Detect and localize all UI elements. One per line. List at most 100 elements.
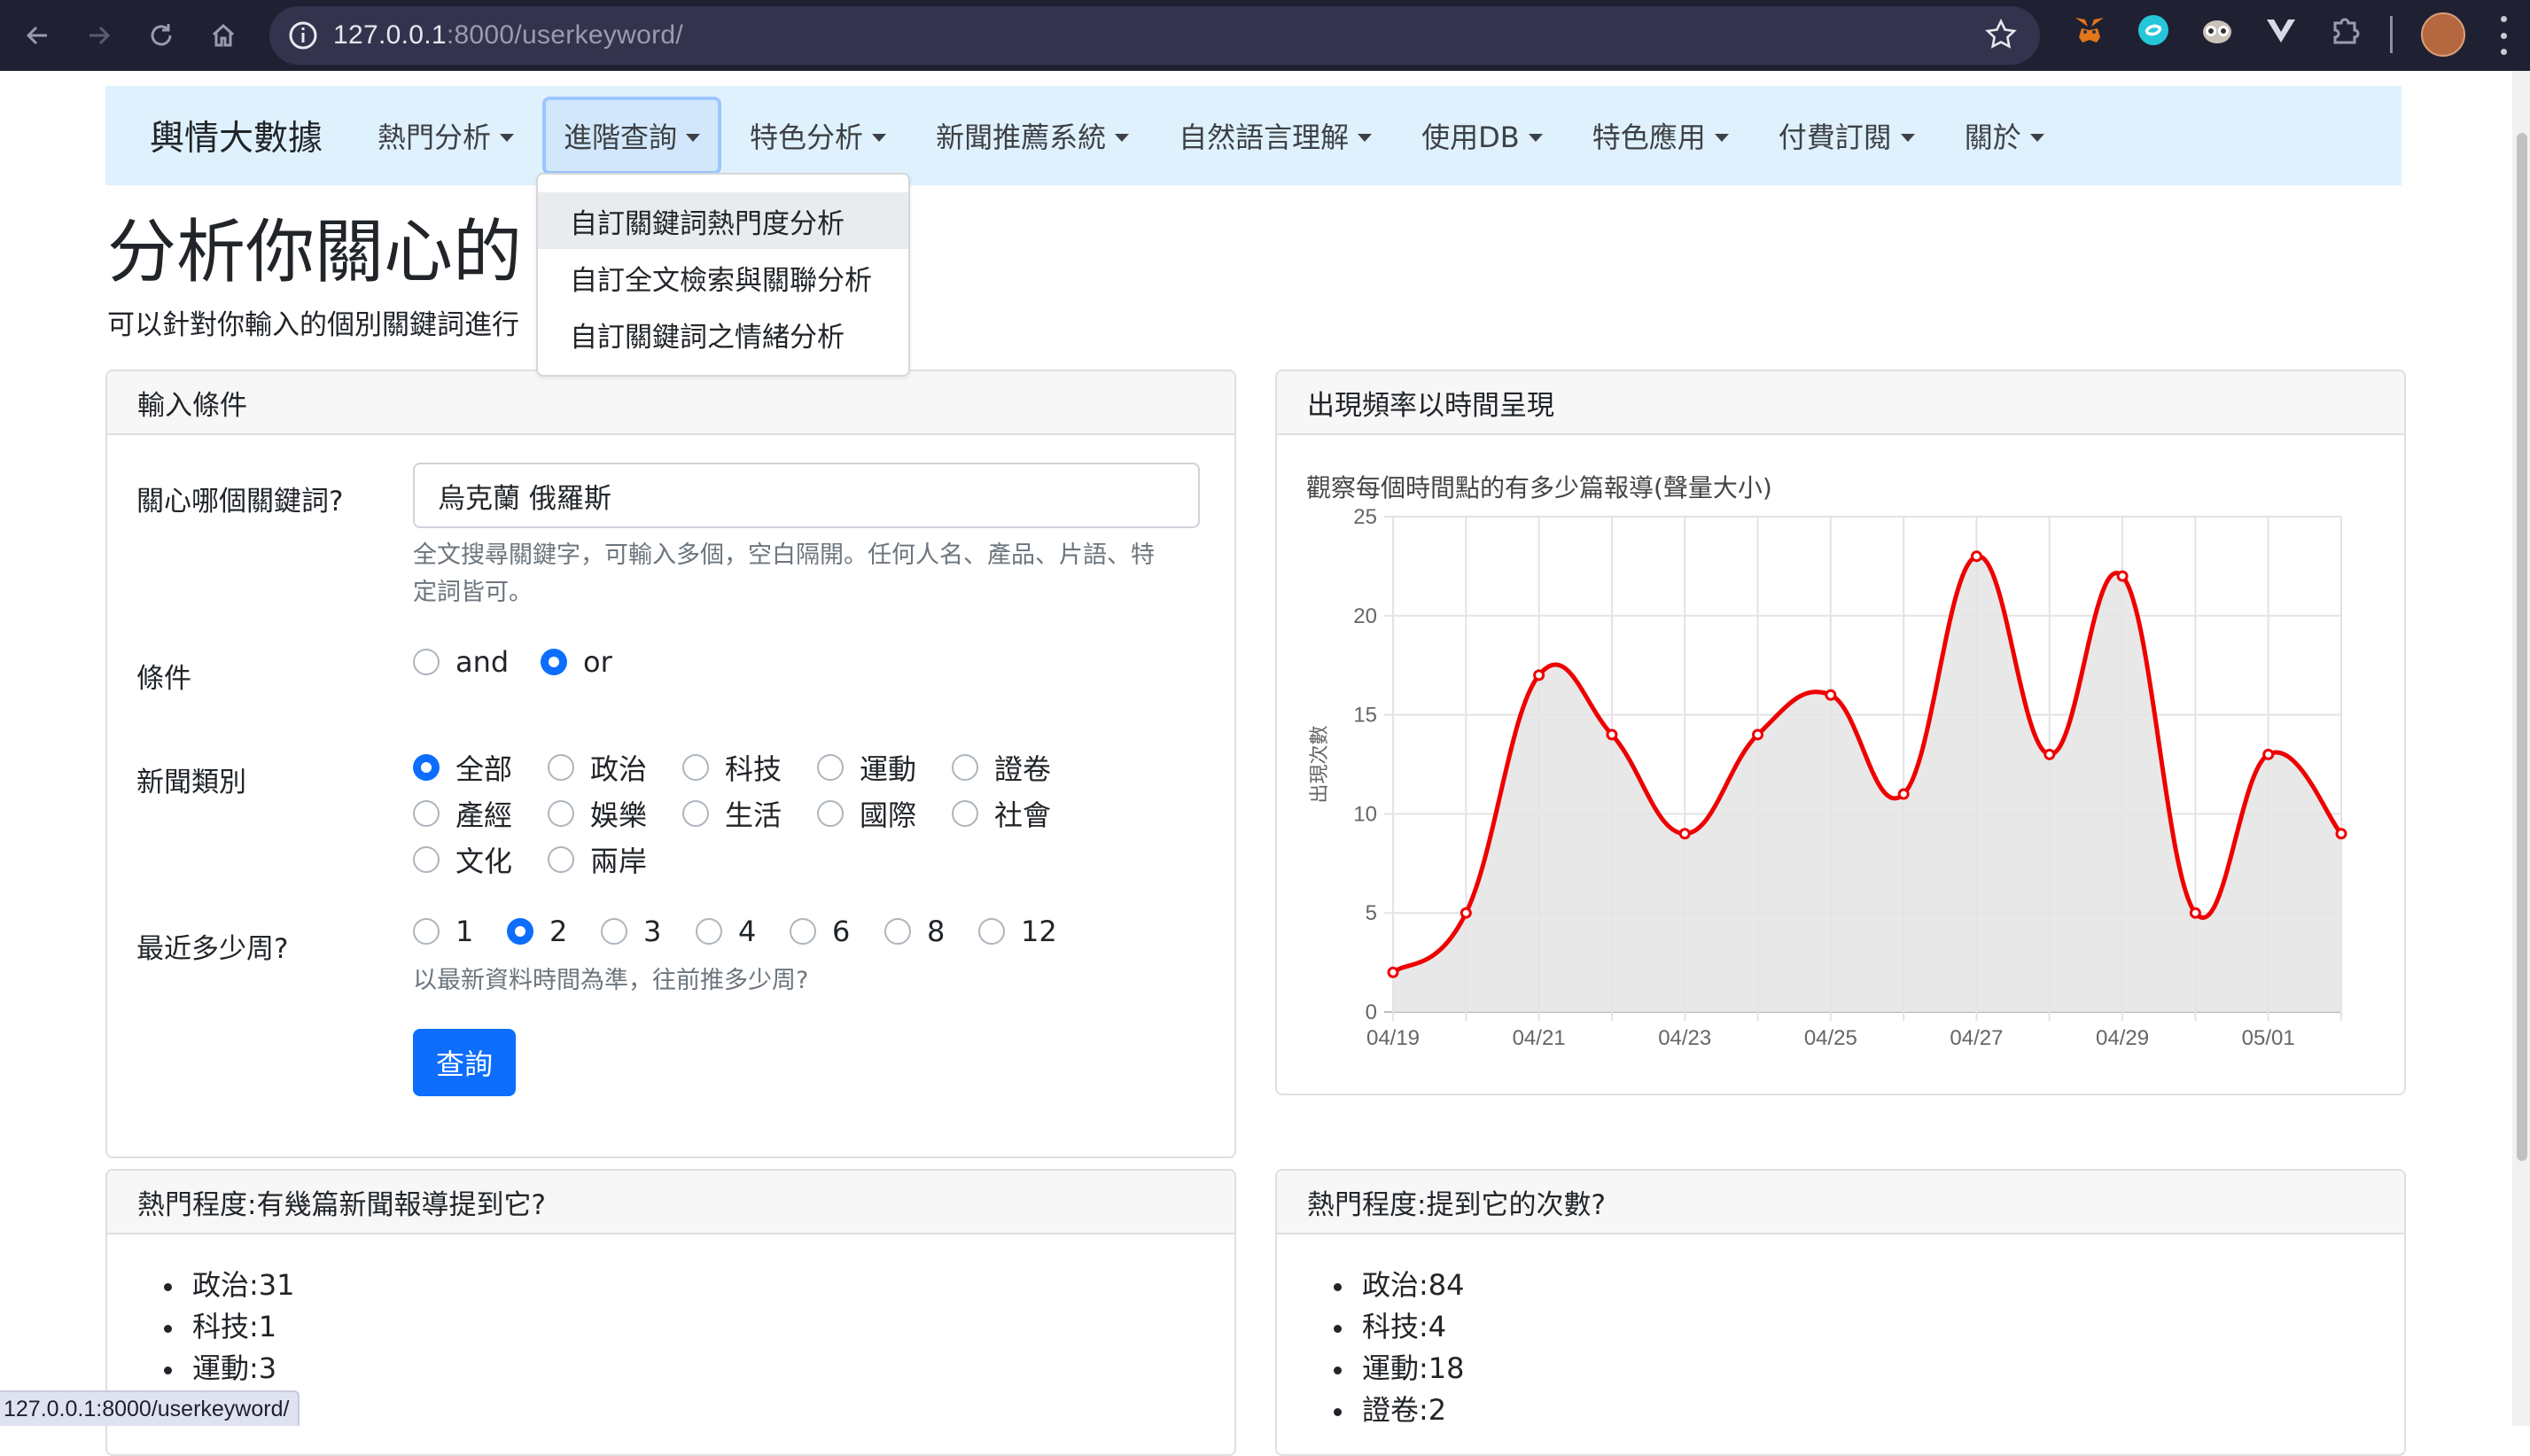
nav-use-db[interactable]: 使用DB bbox=[1397, 86, 1568, 185]
menu-item-keyword-popularity[interactable]: 自訂關鍵詞熱門度分析 bbox=[538, 192, 908, 249]
radio-weeks-4[interactable]: 4 bbox=[696, 915, 756, 948]
metamask-fox-icon[interactable] bbox=[2070, 11, 2109, 50]
radio-category-entertainment[interactable]: 娛樂 bbox=[548, 793, 647, 834]
mention-count-card: 熱門程度:提到它的次數? bbox=[1275, 1169, 2406, 1456]
radio-and[interactable]: and bbox=[413, 645, 509, 679]
radio-label: or bbox=[583, 645, 612, 679]
help-line: 定詞皆可。 bbox=[413, 579, 533, 606]
y-tick-label: 25 bbox=[1353, 505, 1377, 529]
x-tick-label: 04/21 bbox=[1513, 1026, 1566, 1050]
back-button[interactable] bbox=[12, 9, 62, 62]
radio-or[interactable]: or bbox=[541, 645, 612, 679]
radio-circle[interactable] bbox=[696, 918, 722, 945]
extensions-puzzle-icon[interactable] bbox=[2325, 11, 2364, 50]
radio-weeks-6[interactable]: 6 bbox=[790, 915, 850, 948]
frequency-area-chart: 0 5 10 15 20 25 04/19 04/21 04/23 04/25 04/27 04/29… bbox=[1309, 505, 2347, 1050]
radio-weeks-3[interactable]: 3 bbox=[601, 915, 661, 948]
radio-label: 政治 bbox=[590, 752, 648, 786]
browser-menu-icon[interactable] bbox=[2499, 16, 2508, 55]
brand-logo-text[interactable]: 輿情大數據 bbox=[150, 119, 323, 159]
radio-circle[interactable] bbox=[601, 918, 627, 945]
menu-item-fulltext-search[interactable]: 自訂全文檢索與關聯分析 bbox=[570, 264, 872, 297]
radio-category-politics[interactable]: 政治 bbox=[548, 747, 647, 788]
radio-circle[interactable] bbox=[548, 754, 574, 781]
radio-circle[interactable] bbox=[790, 918, 816, 945]
radio-label: 6 bbox=[832, 915, 851, 948]
nav-label: 熱門分析 bbox=[378, 121, 492, 154]
reload-button[interactable] bbox=[136, 9, 186, 62]
radio-category-securities[interactable]: 證卷 bbox=[952, 747, 1051, 788]
radio-circle[interactable] bbox=[548, 846, 574, 873]
keyword-label: 關心哪個關鍵詞? bbox=[136, 486, 344, 518]
radio-circle[interactable] bbox=[413, 918, 440, 945]
radio-category-culture[interactable]: 文化 bbox=[413, 839, 512, 880]
radio-circle[interactable] bbox=[413, 649, 440, 675]
list-item: 運動:18 bbox=[1334, 1348, 1465, 1390]
radio-circle[interactable] bbox=[682, 800, 709, 827]
nav-feature-apps[interactable]: 特色應用 bbox=[1568, 86, 1754, 185]
y-tick-label: 0 bbox=[1366, 1001, 1377, 1024]
home-button[interactable] bbox=[199, 9, 248, 62]
toolbar-separator bbox=[2390, 16, 2393, 53]
radio-category-cross-strait[interactable]: 兩岸 bbox=[548, 839, 647, 880]
radio-circle[interactable] bbox=[952, 800, 978, 827]
radio-circle[interactable] bbox=[884, 918, 911, 945]
address-bar[interactable]: 127.0.0.1:8000/userkeyword/ bbox=[269, 6, 2040, 65]
radio-circle-checked[interactable] bbox=[507, 918, 533, 945]
nav-hot-analysis[interactable]: 熱門分析 bbox=[353, 86, 539, 185]
radio-circle[interactable] bbox=[413, 800, 440, 827]
page-scrollbar[interactable] bbox=[2512, 71, 2530, 1426]
card-header: 輸入條件 bbox=[107, 371, 1234, 435]
nav-advanced-query[interactable]: 進階查詢 bbox=[539, 86, 725, 185]
nav-nlu[interactable]: 自然語言理解 bbox=[1154, 86, 1397, 185]
sync-extension-icon[interactable] bbox=[2134, 11, 2173, 50]
radio-label: 2 bbox=[549, 915, 568, 948]
category-label: 新聞類別 bbox=[136, 767, 246, 798]
vue-devtools-icon[interactable] bbox=[2261, 11, 2300, 50]
bookmark-star-icon[interactable] bbox=[1983, 17, 2019, 52]
nav-feature-analysis[interactable]: 特色分析 bbox=[725, 86, 911, 185]
radio-category-life[interactable]: 生活 bbox=[682, 793, 782, 834]
nav-about[interactable]: 關於 bbox=[1940, 86, 2069, 185]
x-tick-label: 04/23 bbox=[1658, 1026, 1711, 1050]
nav-news-recommendation[interactable]: 新聞推薦系統 bbox=[911, 86, 1154, 185]
radio-weeks-1[interactable]: 1 bbox=[413, 915, 473, 948]
radio-circle-checked[interactable] bbox=[413, 754, 440, 781]
radio-circle[interactable] bbox=[817, 754, 844, 781]
radio-circle[interactable] bbox=[413, 846, 440, 873]
radio-category-tech[interactable]: 科技 bbox=[682, 747, 782, 788]
radio-circle[interactable] bbox=[952, 754, 978, 781]
nav-subscription[interactable]: 付費訂閱 bbox=[1754, 86, 1940, 185]
radio-label: 國際 bbox=[860, 798, 917, 832]
radio-category-all[interactable]: 全部 bbox=[413, 747, 512, 788]
menu-item-keyword-sentiment[interactable]: 自訂關鍵詞之情緒分析 bbox=[570, 321, 845, 354]
radio-circle[interactable] bbox=[978, 918, 1005, 945]
radio-category-society[interactable]: 社會 bbox=[952, 793, 1051, 834]
site-info-icon[interactable] bbox=[285, 18, 321, 53]
radio-circle-checked[interactable] bbox=[541, 649, 567, 675]
radio-category-international[interactable]: 國際 bbox=[817, 793, 916, 834]
radio-label: 兩岸 bbox=[590, 845, 648, 878]
forward-button[interactable] bbox=[74, 9, 124, 62]
keyword-input[interactable]: 烏克蘭 俄羅斯 bbox=[413, 463, 1200, 528]
nav-label: 特色分析 bbox=[750, 121, 864, 154]
radio-label: 證卷 bbox=[994, 752, 1052, 786]
radio-category-industry[interactable]: 產經 bbox=[413, 793, 512, 834]
data-point bbox=[2116, 570, 2129, 582]
radio-circle[interactable] bbox=[682, 754, 709, 781]
radio-weeks-8[interactable]: 8 bbox=[884, 915, 945, 948]
radio-circle[interactable] bbox=[548, 800, 574, 827]
radio-category-sports[interactable]: 運動 bbox=[817, 747, 916, 788]
radio-label: 科技 bbox=[725, 752, 782, 786]
owl-extension-icon[interactable] bbox=[2198, 11, 2237, 50]
nav-label: 使用DB bbox=[1421, 121, 1520, 154]
profile-avatar[interactable] bbox=[2421, 12, 2465, 57]
series-area-fill bbox=[1393, 556, 2341, 1012]
query-submit-button[interactable]: 查詢 bbox=[413, 1029, 516, 1096]
radio-circle[interactable] bbox=[817, 800, 844, 827]
scrollbar-thumb[interactable] bbox=[2517, 133, 2527, 1161]
nav-label: 特色應用 bbox=[1592, 121, 1706, 154]
url-text[interactable]: 127.0.0.1:8000/userkeyword/ bbox=[333, 20, 683, 51]
radio-weeks-2[interactable]: 2 bbox=[507, 915, 567, 948]
radio-weeks-12[interactable]: 12 bbox=[978, 915, 1057, 948]
